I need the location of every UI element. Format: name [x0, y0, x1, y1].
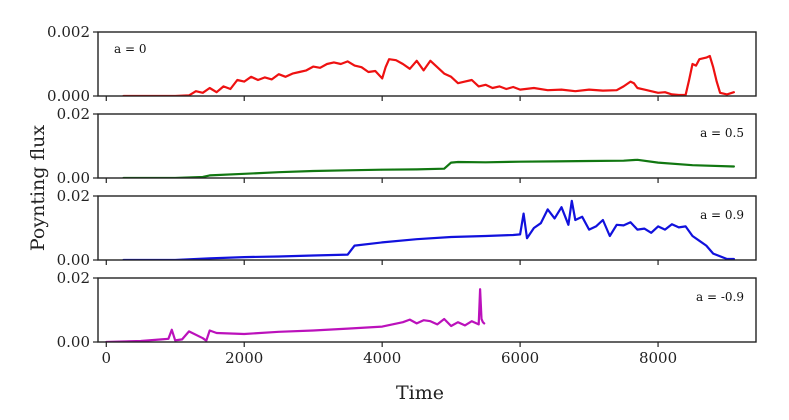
x-tick-label: 4000 [363, 349, 401, 367]
x-tick-label: 6000 [501, 349, 539, 367]
y-axis-title: Poynting flux [27, 125, 49, 251]
y-tick-label: 0.02 [57, 105, 90, 123]
series-line-panel-1 [122, 54, 735, 96]
y-tick-label: 0.02 [57, 269, 90, 287]
panel-label: a = 0.5 [700, 126, 744, 140]
panel-label: a = 0 [114, 42, 146, 56]
panel-3: 0.00 0.02 a = 0.9 [57, 187, 757, 269]
x-tick-label: 0 [102, 349, 112, 367]
x-tick-label: 2000 [225, 349, 263, 367]
y-tick-label: 0.00 [57, 251, 90, 269]
series-line-panel-2 [122, 158, 735, 178]
panel-frame [97, 277, 757, 343]
x-axis-title: Time [396, 382, 444, 404]
panel-1: 0.000 0.002 a = 0 [47, 23, 757, 105]
panel-2: 0.00 0.02 a = 0.5 [57, 105, 757, 187]
y-tick-label: 0.000 [47, 87, 90, 105]
series-line-panel-4 [105, 288, 486, 342]
panel-frame [97, 31, 757, 97]
panel-label: a = 0.9 [700, 208, 744, 222]
series-line-panel-3 [122, 199, 735, 260]
panel-frame [97, 113, 757, 179]
x-tick-label: 8000 [639, 349, 677, 367]
y-tick-label: 0.02 [57, 187, 90, 205]
y-tick-label: 0.002 [47, 23, 90, 41]
y-tick-label: 0.00 [57, 169, 90, 187]
panel-4: 0.00 0.02 0 2000 4000 6000 8000 a = -0.9 [57, 269, 757, 367]
y-tick-label: 0.00 [57, 333, 90, 351]
panel-label: a = -0.9 [696, 290, 744, 304]
panel-frame [97, 195, 757, 261]
